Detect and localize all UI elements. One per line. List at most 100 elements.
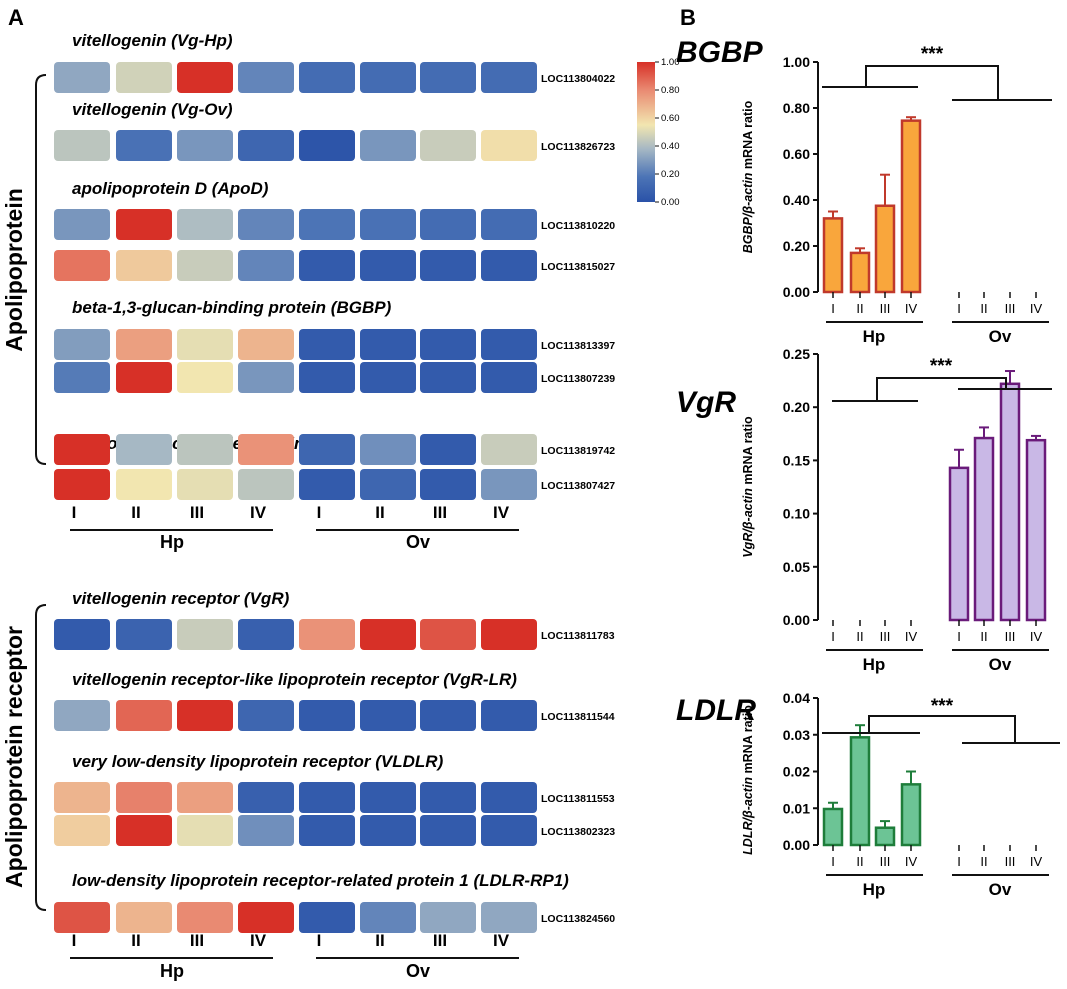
bar [900,119,922,294]
x-tick-label: IV [1030,854,1043,869]
y-axis-label-gene: BGBP/β-actin [741,172,755,253]
heatmap-cell [116,619,172,650]
heatmap-cell [116,250,172,281]
x-tick-label: II [856,854,863,869]
locus-id: LOC113810220 [541,220,615,232]
colorbar-tick-label: 0.00 [661,197,680,208]
gene-title-close: ) [436,752,444,771]
gene-abbr: ApoD [216,179,262,198]
gene-title: low-density lipoprotein receptor-related… [72,871,569,890]
category-bracket [35,604,47,911]
y-tick-label: 0.40 [783,192,810,208]
heatmap-cell [116,362,172,393]
group-label: Ov [406,532,430,552]
bar [973,436,995,622]
gene-title-close: ) [225,100,233,119]
y-tick-label: 0.60 [783,146,810,162]
stage-label: II [131,503,140,522]
heatmap-cell [177,434,233,465]
x-tick-label: II [856,301,863,316]
heatmap-cell [54,130,110,161]
bar [874,204,896,294]
group-label: Ov [406,961,430,981]
colorbar-tick-label: 1.00 [661,57,680,68]
group-label: Ov [989,655,1012,674]
category-label: Apolipoprotein [1,188,27,352]
heatmap-cell [299,362,355,393]
heatmap-cell [238,469,294,500]
group-label: Ov [989,327,1012,346]
stage-label: I [317,503,322,522]
group-label: Hp [160,532,184,552]
heatmap-cell [54,815,110,846]
heatmap-cell [299,782,355,813]
x-tick-label: III [880,629,891,644]
x-tick-label: IV [1030,629,1043,644]
heatmap-cell [360,250,416,281]
colorbar-tick-label: 0.20 [661,169,680,180]
heatmap-cell [238,782,294,813]
locus-id: LOC113824560 [541,913,615,925]
heatmap-cell [238,815,294,846]
heatmap-cell [177,250,233,281]
y-tick-label: 0.04 [783,690,810,706]
locus-id: LOC113811553 [541,793,615,805]
heatmap-cell [238,619,294,650]
stage-label: I [317,931,322,950]
y-axis-label-suffix: mRNA ratio [741,416,755,488]
heatmap-cell [177,902,233,933]
colorbar [637,62,655,202]
gene-title-close: ) [225,31,233,50]
heatmap-cell [299,62,355,93]
x-tick-label: II [980,629,987,644]
bar [1025,438,1047,622]
heatmap-cell [177,782,233,813]
heatmap-cell [420,362,476,393]
gene-title: vitellogenin (Vg-Ov) [72,100,233,119]
heatmap-cell [420,782,476,813]
stage-label: IV [493,503,510,522]
x-tick-label: III [1005,629,1016,644]
gene-abbr: BGBP [336,298,386,317]
stage-label: III [433,931,447,950]
y-tick-label: 0.15 [783,452,810,468]
heatmap-cell [116,902,172,933]
group-label: Hp [863,655,886,674]
gene-abbr: Vg-Hp [177,31,227,50]
panel-a-letter: A [8,5,24,30]
locus-id: LOC113811544 [541,711,615,723]
heatmap-cell [177,815,233,846]
x-tick-label: I [957,301,961,316]
bar [822,217,844,294]
heatmap-cell [481,902,537,933]
heatmap-cell [420,62,476,93]
gene-abbr: LDLR-RP1 [479,871,563,890]
heatmap-cell [481,209,537,240]
heatmap-cell [360,902,416,933]
bar [822,807,844,847]
heatmap-cell [299,250,355,281]
y-tick-label: 0.10 [783,506,810,522]
heatmap-cell [420,130,476,161]
group-label: Hp [863,880,886,899]
locus-id: LOC113826723 [541,141,615,153]
heatmap-cell [420,700,476,731]
bar [900,783,922,847]
heatmap-cell [54,62,110,93]
x-tick-label: III [1005,301,1016,316]
heatmap-cell [238,434,294,465]
heatmap-cell [116,815,172,846]
bar [874,826,896,847]
y-tick-label: 0.20 [783,399,810,415]
y-tick-label: 0.00 [783,837,810,853]
chart-title: LDLR [676,694,756,727]
sig-bracket [865,65,999,100]
x-tick-label: II [980,854,987,869]
heatmap-cell [299,469,355,500]
heatmap-cell [360,209,416,240]
heatmap-cell [238,62,294,93]
heatmap-cell [481,782,537,813]
locus-id: LOC113804022 [541,73,615,85]
chart-title: BGBP [676,36,764,69]
heatmap-cell [420,469,476,500]
